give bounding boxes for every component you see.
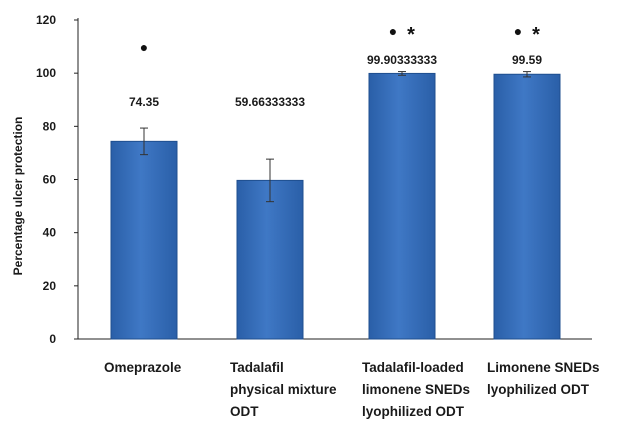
category-label-0: Omeprazole xyxy=(104,360,182,375)
significance-marker-2-1: * xyxy=(407,24,415,46)
bar-3 xyxy=(493,73,561,340)
y-tick-label-20: 20 xyxy=(43,279,57,293)
category-label-2-line-2: lyophilized ODT xyxy=(362,404,465,419)
data-label-2: 99.90333333 xyxy=(367,53,437,67)
y-tick-label-120: 120 xyxy=(36,13,56,27)
significance-marker-2-0: ● xyxy=(389,23,397,39)
category-label-3-line-0: Limonene SNEDs xyxy=(487,360,600,375)
data-label-0: 74.35 xyxy=(129,95,159,109)
category-label-1: Tadalafil physical mixture ODT xyxy=(230,360,337,419)
bars xyxy=(110,71,561,340)
bar-1 xyxy=(236,179,304,340)
category-label-0-line-0: Omeprazole xyxy=(104,360,182,375)
category-label-1-line-1: physical mixture xyxy=(230,382,337,397)
bar-2 xyxy=(368,72,436,340)
y-axis-label: Percentage ulcer protection xyxy=(11,117,25,276)
category-label-2-line-1: limonene SNEDs xyxy=(362,382,470,397)
y-tick-label-80: 80 xyxy=(43,119,57,133)
category-label-2-line-0: Tadalafil-loaded xyxy=(362,360,464,375)
y-tick-label-0: 0 xyxy=(49,332,56,346)
labels: 74.35 ● Omeprazole 59.66333333 Tadalafil phys… xyxy=(104,23,600,419)
y-tick-label-40: 40 xyxy=(43,226,57,240)
category-label-2: Tadalafil-loaded limonene SNEDs lyophilize… xyxy=(362,360,470,419)
significance-marker-3-0: ● xyxy=(514,23,522,39)
category-label-3-line-1: lyophilized ODT xyxy=(487,382,590,397)
y-tick-label-100: 100 xyxy=(36,66,56,80)
data-label-1: 59.66333333 xyxy=(235,95,305,109)
significance-marker-0-0: ● xyxy=(140,39,148,55)
category-label-1-line-0: Tadalafil xyxy=(230,360,284,375)
significance-marker-3-1: * xyxy=(532,24,540,46)
data-label-3: 99.59 xyxy=(512,53,542,67)
bar-0 xyxy=(110,140,178,340)
y-tick-label-60: 60 xyxy=(43,173,57,187)
category-label-1-line-2: ODT xyxy=(230,404,259,419)
category-label-3: Limonene SNEDs lyophilized ODT xyxy=(487,360,600,397)
